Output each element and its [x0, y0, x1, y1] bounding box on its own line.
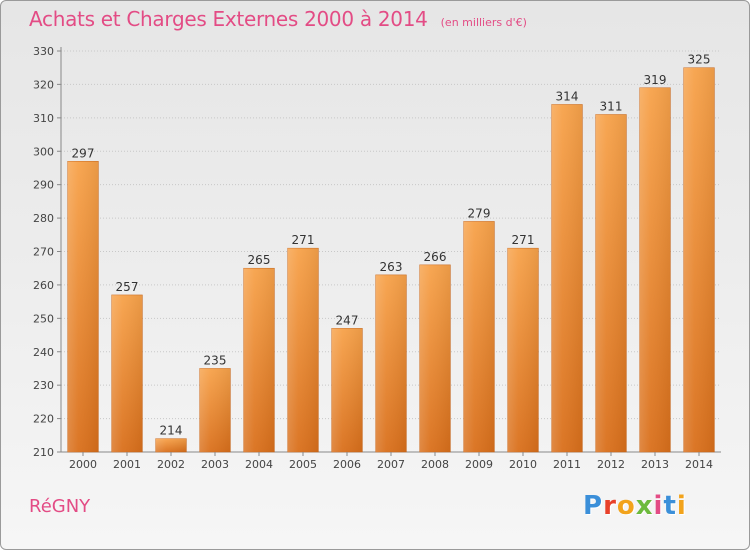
y-tick-label: 220 — [33, 413, 54, 426]
x-tick-label: 2008 — [421, 458, 449, 471]
value-label: 311 — [600, 99, 623, 113]
bar-sheen — [111, 294, 143, 452]
chart-unit: (en milliers d'€) — [440, 16, 527, 29]
brand-letter: x — [635, 491, 654, 521]
y-tick-label: 310 — [33, 112, 54, 125]
x-tick-label: 2001 — [113, 458, 141, 471]
bar-sheen — [551, 104, 583, 452]
bar-sheen — [199, 368, 231, 452]
title-row: Achats et Charges Externes 2000 à 2014 (… — [29, 7, 527, 31]
x-tick-label: 2000 — [69, 458, 97, 471]
x-tick-label: 2011 — [553, 458, 581, 471]
value-label: 265 — [248, 253, 271, 267]
brand-letter: o — [616, 491, 636, 521]
y-tick-label: 290 — [33, 179, 54, 192]
value-label: 271 — [292, 233, 315, 247]
x-tick-label: 2003 — [201, 458, 229, 471]
x-tick-label: 2009 — [465, 458, 493, 471]
y-tick-label: 280 — [33, 212, 54, 225]
y-tick-label: 210 — [33, 446, 54, 459]
brand-letter: i — [676, 491, 687, 521]
x-tick-label: 2014 — [685, 458, 713, 471]
bar-sheen — [331, 328, 363, 452]
bar-sheen — [419, 264, 451, 452]
bar-sheen — [595, 114, 627, 452]
x-tick-label: 2002 — [157, 458, 185, 471]
y-tick-label: 270 — [33, 246, 54, 259]
x-tick-label: 2004 — [245, 458, 273, 471]
brand-letter: i — [653, 491, 664, 521]
y-tick-label: 320 — [33, 78, 54, 91]
y-tick-label: 330 — [33, 45, 54, 58]
bar-sheen — [683, 67, 715, 452]
x-tick-label: 2006 — [333, 458, 361, 471]
value-label: 271 — [512, 233, 535, 247]
bar-sheen — [67, 161, 99, 452]
value-label: 247 — [336, 313, 359, 327]
value-label: 235 — [204, 353, 227, 367]
y-tick-label: 240 — [33, 346, 54, 359]
proxiti-logo: Proxiti — [583, 491, 687, 521]
value-label: 319 — [644, 73, 667, 87]
bar-sheen — [155, 438, 187, 452]
chart-title: Achats et Charges Externes 2000 à 2014 — [29, 7, 428, 31]
bar-sheen — [243, 268, 275, 452]
bar-sheen — [639, 87, 671, 452]
brand-letter: r — [603, 491, 617, 521]
value-label: 325 — [688, 53, 711, 67]
x-tick-label: 2005 — [289, 458, 317, 471]
x-tick-label: 2013 — [641, 458, 669, 471]
bar-sheen — [463, 221, 495, 452]
value-label: 314 — [556, 89, 579, 103]
value-label: 214 — [160, 424, 183, 438]
x-tick-label: 2010 — [509, 458, 537, 471]
value-label: 279 — [468, 206, 491, 220]
bar-sheen — [375, 274, 407, 452]
x-tick-label: 2007 — [377, 458, 405, 471]
y-tick-label: 260 — [33, 279, 54, 292]
value-label: 266 — [424, 250, 447, 264]
value-label: 263 — [380, 260, 403, 274]
x-tick-label: 2012 — [597, 458, 625, 471]
value-label: 297 — [72, 146, 95, 160]
y-tick-label: 250 — [33, 312, 54, 325]
bar-sheen — [507, 248, 539, 452]
brand-letter: P — [583, 491, 604, 521]
bar-sheen — [287, 248, 319, 452]
brand-letter: t — [663, 491, 677, 521]
value-label: 257 — [116, 280, 139, 294]
y-tick-label: 230 — [33, 379, 54, 392]
y-tick-label: 300 — [33, 145, 54, 158]
place-name: RéGNY — [29, 496, 91, 517]
